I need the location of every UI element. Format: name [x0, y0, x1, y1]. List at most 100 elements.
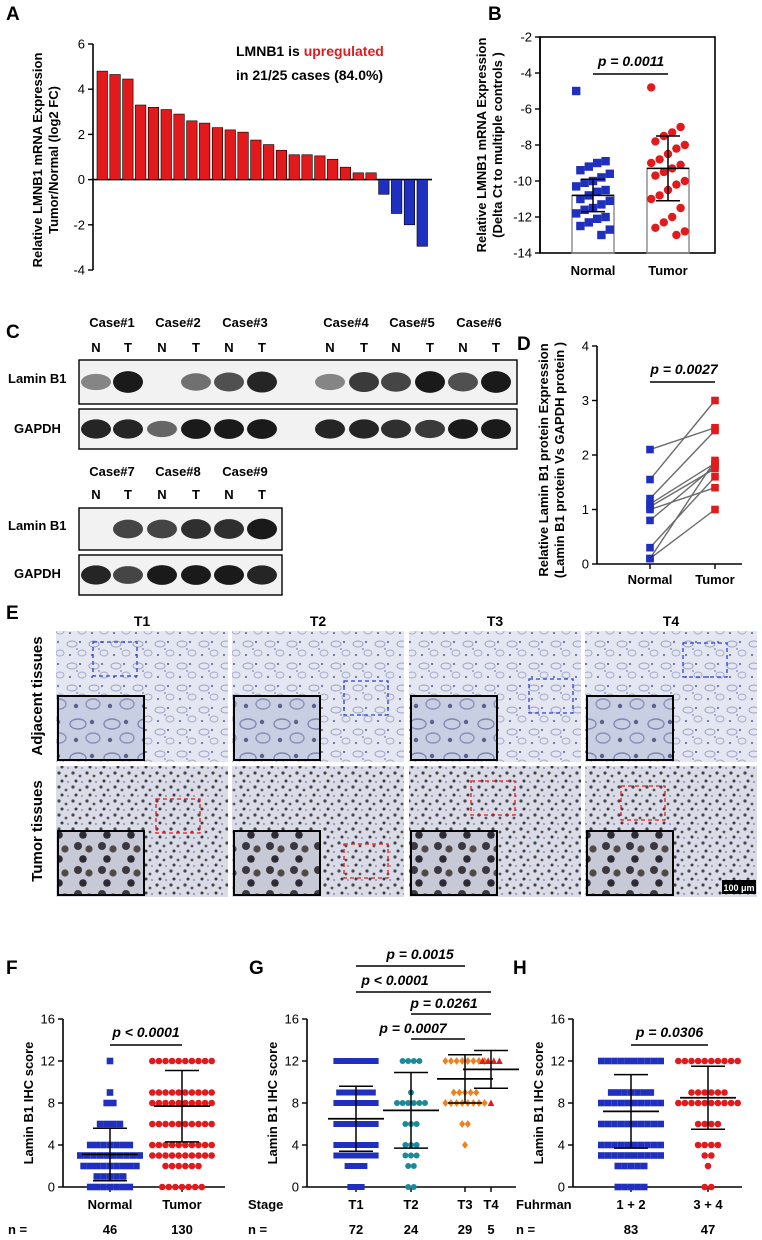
- panel-g-point: [467, 1088, 474, 1097]
- panel-g-pvalue: p = 0.0261: [409, 995, 478, 1011]
- panel-a-y-tick-label: -4: [73, 263, 85, 278]
- panel-f-point: [188, 1162, 196, 1170]
- panel-g-point: [459, 1057, 466, 1065]
- panel-h-point: [734, 1099, 741, 1107]
- panel-g-point: [402, 1142, 409, 1148]
- panel-f-point: [175, 1120, 182, 1128]
- panel-f-point: [162, 1141, 169, 1149]
- panel-h-point: [614, 1183, 622, 1191]
- panel-h-point: [621, 1183, 628, 1191]
- panel-f-point: [188, 1099, 196, 1107]
- panel-a-bar: [339, 166, 352, 180]
- panel-f-point: [208, 1120, 215, 1128]
- panel-h-point: [644, 1057, 651, 1065]
- panel-b-y-tick-label: -8: [520, 138, 532, 153]
- panel-g-point: [422, 1100, 428, 1106]
- panel-a-y-axis-label-line: Tumor/Normal (log2 FC): [46, 86, 61, 234]
- panel-a-bar: [314, 155, 326, 180]
- ihc-column-label: T4: [663, 613, 680, 629]
- panel-f-x-tick-label: Normal: [88, 1197, 133, 1212]
- panel-g-point: [339, 1058, 345, 1064]
- panel-g-y-tick-label: 0: [292, 1180, 299, 1195]
- western-case-label: Case#9: [222, 464, 268, 479]
- panel-h-point: [708, 1057, 715, 1065]
- panel-b-point: [647, 83, 656, 92]
- panel-a-bar: [237, 131, 249, 180]
- western-top-gapdh-band: [147, 420, 177, 438]
- panel-f-point: [188, 1120, 196, 1128]
- panel-a-annotation-line1: LMNB1 is upregulated: [236, 43, 384, 59]
- panel-f-point: [195, 1089, 202, 1096]
- panel-b-x-tick-label: Normal: [571, 263, 616, 278]
- panel-f-point: [149, 1152, 156, 1159]
- ihc-region-box: [343, 680, 389, 716]
- western-top-gapdh-band: [315, 419, 345, 439]
- panel-d-y-tick-label: 2: [582, 448, 589, 463]
- panel-a-chart: -4 -2 0 2 4 6 Relative LMNB1 mRNA ExpressionTu…: [30, 37, 432, 278]
- panel-d-x-tick-label: Tumor: [695, 572, 734, 587]
- panel-f-point: [188, 1057, 196, 1065]
- panel-d-y-tick-label: 3: [582, 393, 589, 408]
- panel-h-n-label: n =: [516, 1222, 536, 1237]
- panel-h-point: [624, 1152, 631, 1159]
- western-top-laminb1-band: [415, 371, 445, 393]
- panel-h-point: [611, 1099, 618, 1107]
- panel-g-point: [413, 1142, 420, 1148]
- panel-h-point: [611, 1152, 618, 1159]
- panel-g-point: [405, 1100, 412, 1106]
- panel-g-point: [350, 1100, 357, 1106]
- panel-b-y-tick-label: -10: [513, 174, 532, 189]
- panel-d-pair-line: [649, 487, 716, 511]
- panel-a-y-axis-label-line: Relative LMNB1 mRNA Expression: [30, 53, 45, 268]
- panel-f-point: [110, 1120, 117, 1128]
- panel-f-point: [175, 1152, 182, 1159]
- panel-f-point: [86, 1162, 94, 1170]
- panel-f-point: [90, 1152, 97, 1159]
- panel-g-n-value: 5: [487, 1222, 494, 1237]
- panel-h-point: [701, 1152, 708, 1159]
- panel-f-point: [195, 1141, 202, 1149]
- panel-b-point: [680, 176, 689, 186]
- panel-f-point: [149, 1141, 156, 1149]
- panel-g-x-tick-label: T1: [348, 1197, 363, 1212]
- panel-a-bar: [250, 139, 262, 180]
- panel-b-point: [576, 221, 585, 231]
- panel-d-pair-line: [649, 460, 716, 559]
- panel-d-point-normal: [646, 543, 654, 552]
- panel-f-point: [149, 1099, 156, 1107]
- panel-h-point: [708, 1089, 715, 1096]
- panel-g-point: [416, 1100, 423, 1106]
- panel-b-pvalue: p = 0.0011: [597, 53, 665, 69]
- panel-f-point: [155, 1120, 163, 1128]
- panel-f-n-label: n =: [8, 1222, 28, 1237]
- panel-h-point: [598, 1120, 605, 1128]
- western-bottom-gapdh-band: [214, 565, 244, 585]
- western-lane-label: T: [192, 487, 200, 502]
- panel-h-point: [644, 1099, 651, 1107]
- panel-h-point: [631, 1152, 638, 1159]
- panel-h-point: [617, 1120, 625, 1128]
- panel-g-point: [413, 1121, 420, 1127]
- panel-h-point: [640, 1183, 648, 1191]
- panel-b-x-tick-label: Tumor: [648, 263, 687, 278]
- panel-b-chart: -14 -12 -10 -8 -6 -4 -2 Normal Tumor p = 0.0011 Re…: [474, 30, 716, 278]
- panel-h-point: [675, 1057, 682, 1065]
- panel-g-point: [333, 1058, 340, 1064]
- panel-f-point: [201, 1099, 209, 1107]
- panel-f-point: [168, 1141, 176, 1149]
- panel-h-point: [607, 1089, 615, 1096]
- panel-f-point: [182, 1099, 189, 1107]
- panel-f-point: [106, 1057, 114, 1065]
- panel-b-point: [659, 167, 668, 177]
- western-case-label: Case#5: [389, 315, 435, 330]
- panel-b-y-tick-label: -14: [513, 246, 532, 261]
- panel-g-point: [484, 1057, 492, 1064]
- panel-g-point: [358, 1089, 365, 1096]
- western-lane-label: T: [124, 340, 132, 355]
- western-lane-label: T: [124, 487, 132, 502]
- panel-g-point: [367, 1152, 373, 1159]
- western-bottom-laminb1-band: [214, 519, 244, 539]
- panel-h-point: [708, 1099, 715, 1107]
- panel-b-point: [651, 137, 660, 146]
